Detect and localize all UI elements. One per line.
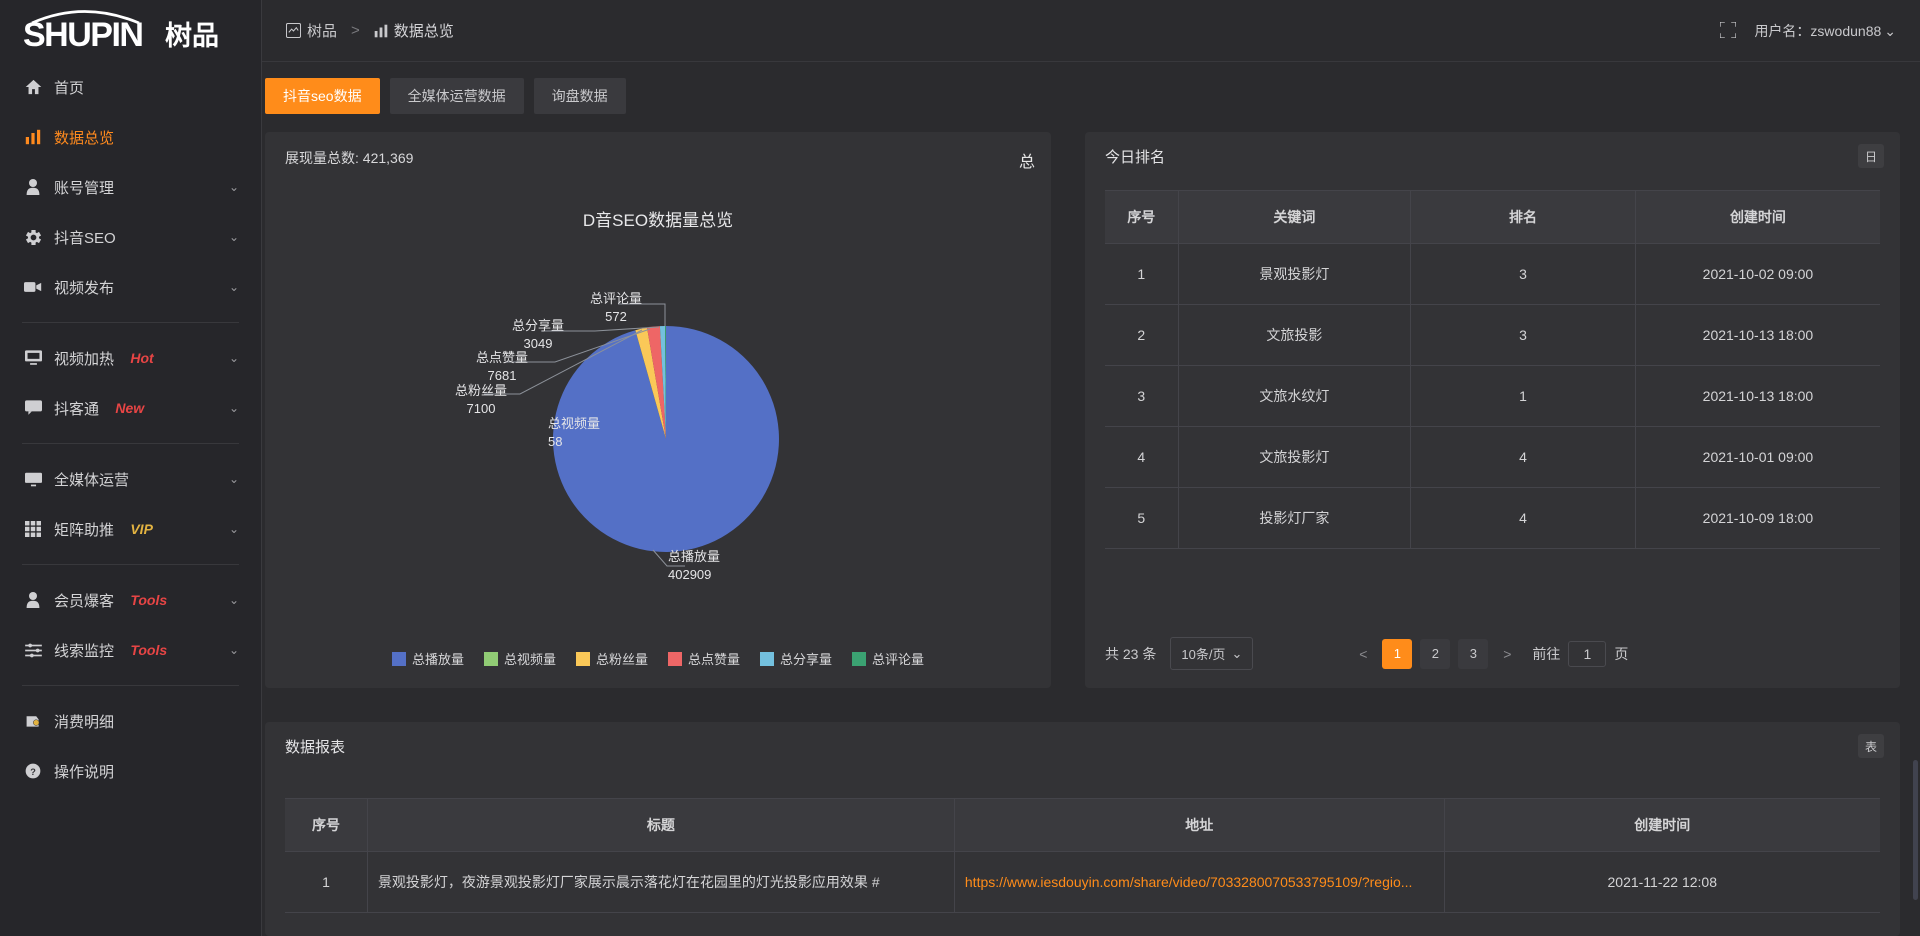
svg-text:树品: 树品 xyxy=(165,21,219,51)
svg-text:?: ? xyxy=(30,767,36,777)
svg-text:SHUPIN: SHUPIN xyxy=(23,16,142,54)
